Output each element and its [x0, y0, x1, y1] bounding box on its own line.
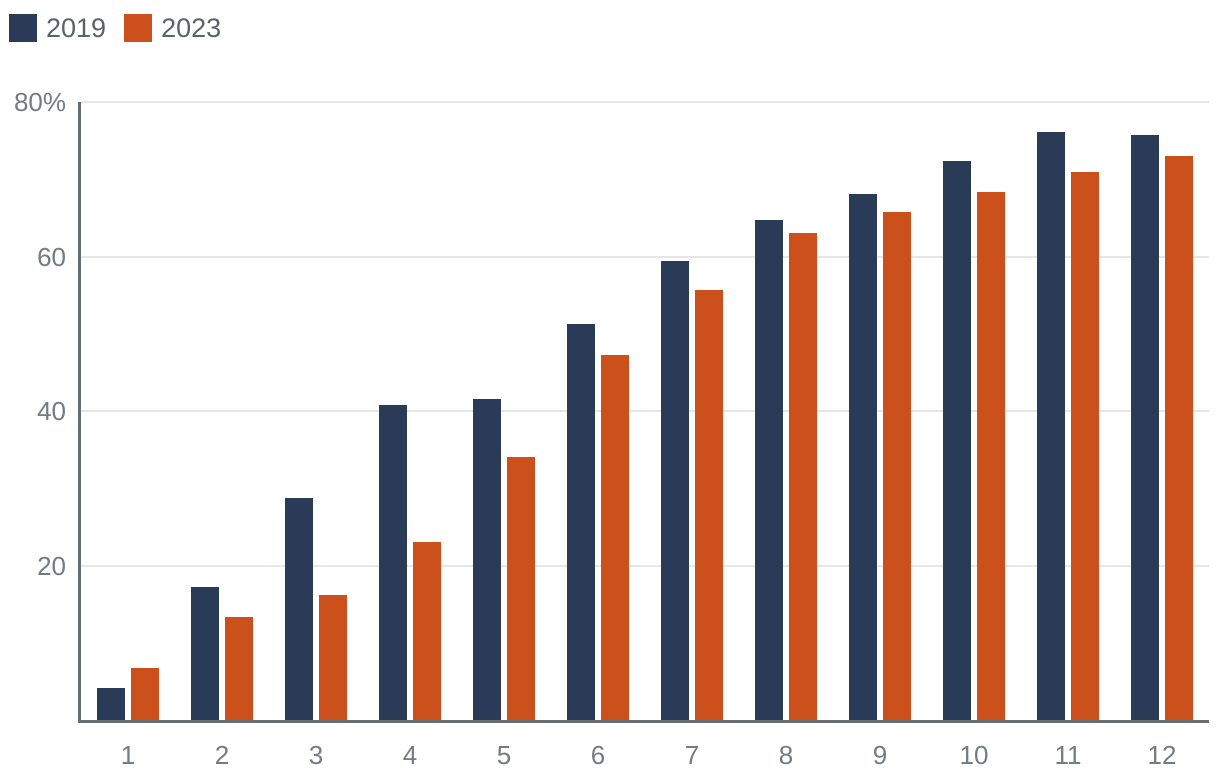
legend-label-2023: 2023: [161, 13, 222, 43]
bar-2019-month-2: [191, 587, 219, 720]
x-tick-label-8: 8: [778, 740, 794, 770]
bar-2023-month-6: [601, 355, 629, 720]
bar-2023-month-7: [695, 289, 723, 720]
x-tick-label-5: 5: [496, 740, 512, 770]
x-tick-label-3: 3: [308, 740, 324, 770]
bar-2023-month-1: [131, 668, 159, 720]
legend-swatch-2019: [9, 14, 37, 42]
x-tick-label-6: 6: [590, 740, 606, 770]
y-tick-label-40: 40: [37, 396, 66, 426]
y-tick-label-60: 60: [37, 241, 66, 272]
x-tick-label-2: 2: [214, 740, 230, 770]
bar-2023-month-11: [1071, 172, 1099, 720]
legend-label-2019: 2019: [46, 13, 107, 43]
x-tick-label-7: 7: [684, 740, 700, 770]
x-tick-label-12: 12: [1147, 740, 1177, 770]
x-tick-label-9: 9: [872, 740, 888, 770]
bar-2019-month-1: [97, 688, 125, 720]
y-tick-label-20: 20: [37, 550, 66, 581]
plot-area: [78, 101, 1209, 723]
legend-item-2023[interactable]: 2023: [124, 14, 221, 42]
gridline-60: [81, 255, 1209, 258]
bar-2019-month-6: [567, 324, 595, 720]
x-tick-label-4: 4: [402, 740, 418, 770]
bar-2023-month-8: [789, 232, 817, 720]
x-tick-label-11: 11: [1054, 740, 1082, 770]
bar-2023-month-3: [319, 594, 347, 720]
bar-2023-month-4: [413, 541, 441, 720]
gridline-40: [81, 410, 1209, 412]
bar-2023-month-12: [1165, 156, 1193, 720]
bar-2019-month-3: [285, 497, 313, 720]
bar-2023-month-9: [883, 212, 911, 720]
bar-2023-month-10: [977, 192, 1005, 720]
bar-2019-month-9: [849, 193, 877, 720]
bar-2019-month-10: [943, 160, 971, 720]
chart-legend: 2019 2023: [9, 14, 239, 42]
bar-2019-month-7: [661, 261, 689, 720]
y-tick-label-80: 80%: [13, 87, 66, 117]
bar-2019-month-5: [473, 399, 501, 720]
legend-item-2019[interactable]: 2019: [9, 14, 106, 42]
bar-2019-month-4: [379, 404, 407, 720]
bar-2023-month-2: [225, 616, 253, 720]
bar-2019-month-12: [1131, 135, 1159, 720]
legend-swatch-2023: [124, 14, 153, 42]
bar-2019-month-11: [1037, 132, 1065, 720]
x-tick-label-10: 10: [959, 740, 989, 770]
gridline-20: [81, 564, 1209, 567]
bar-2019-month-8: [755, 220, 783, 720]
x-tick-label-1: 1: [120, 740, 136, 770]
bar-2023-month-5: [507, 457, 535, 720]
gridline-80: [81, 101, 1209, 103]
